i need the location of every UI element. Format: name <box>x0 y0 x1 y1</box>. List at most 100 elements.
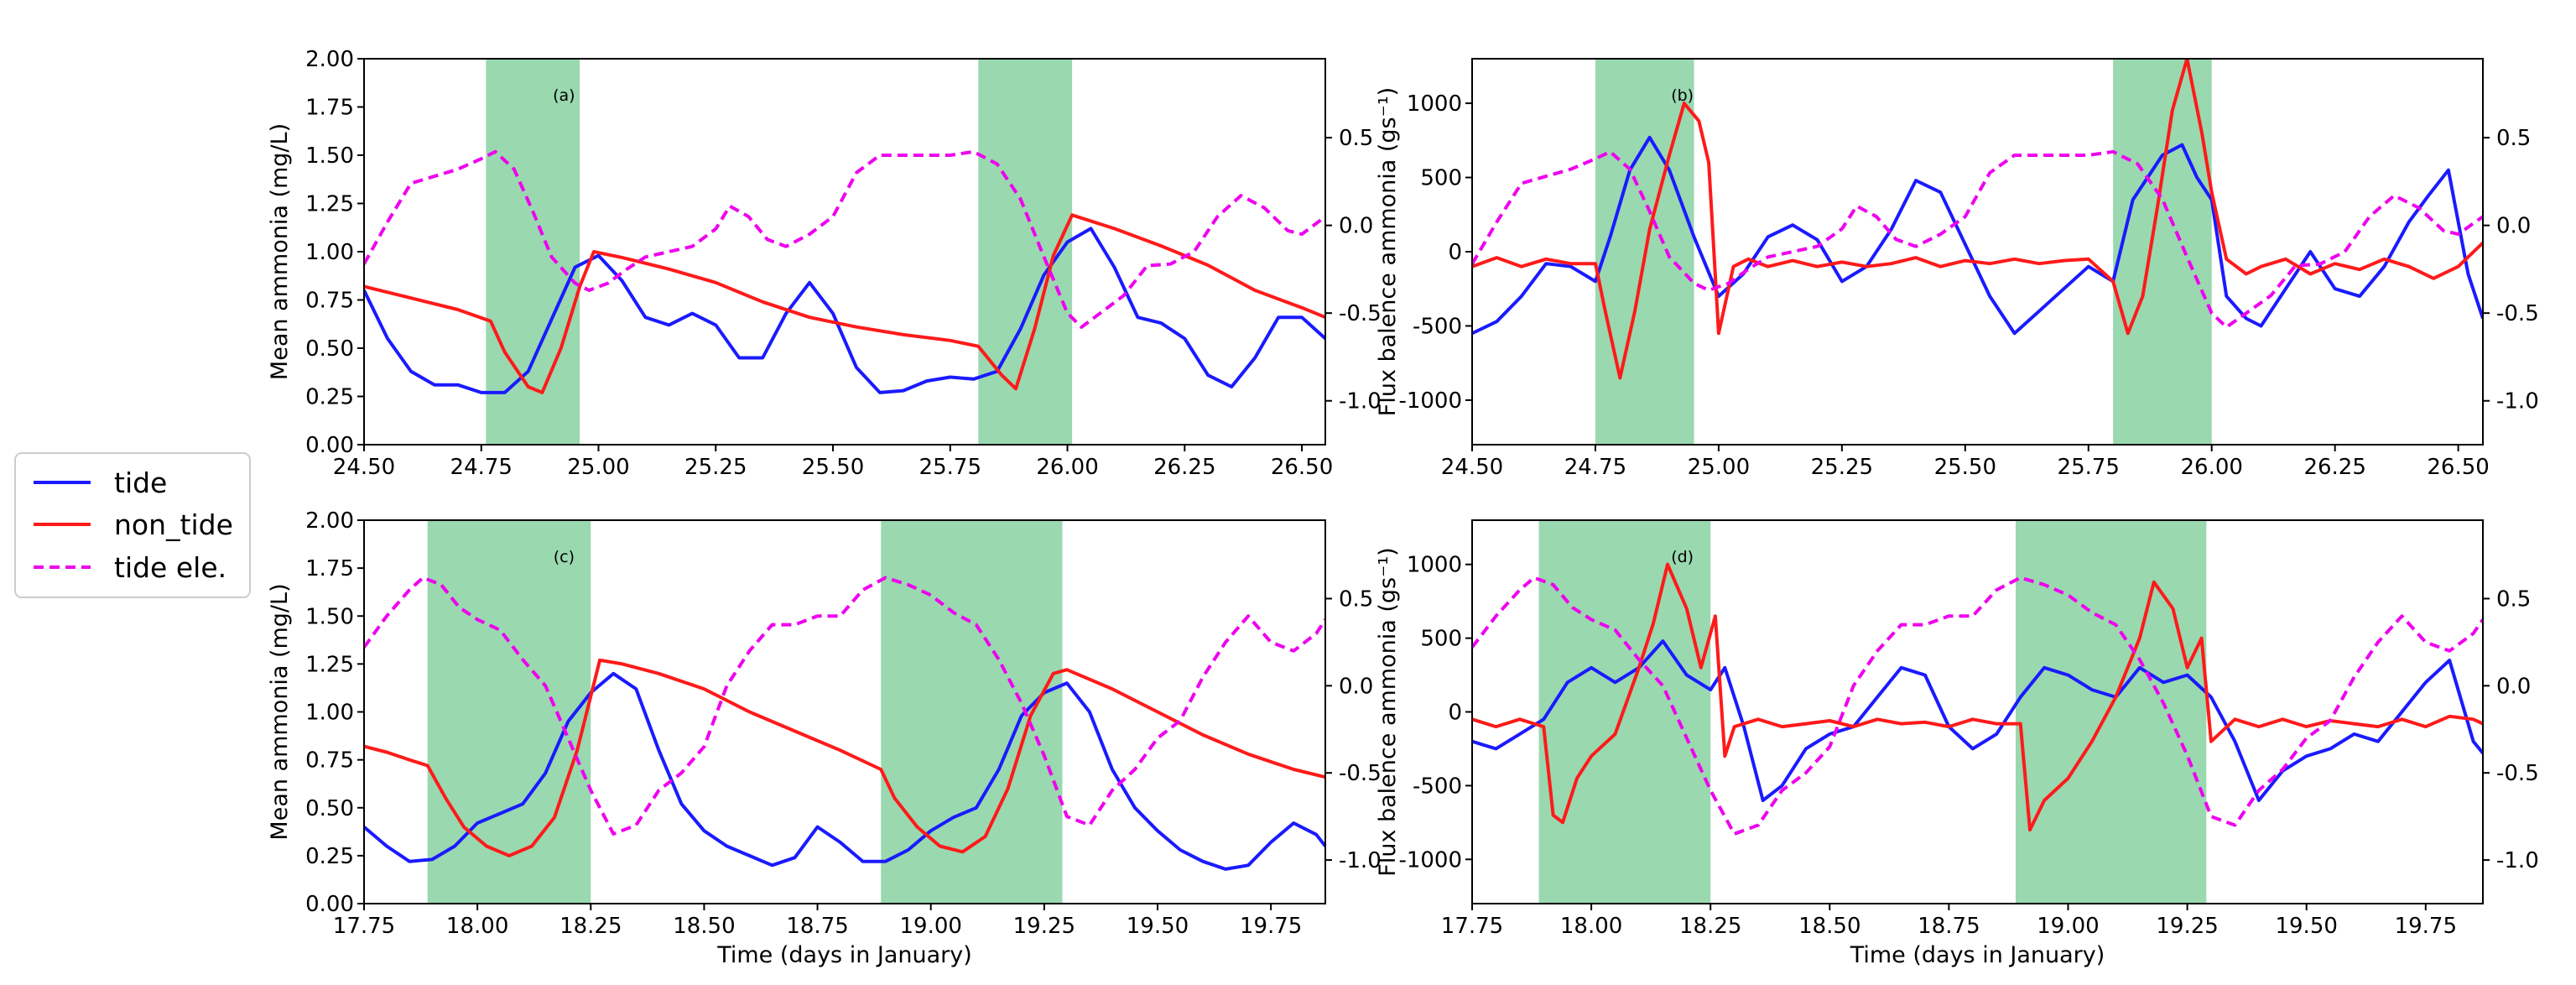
x-tick-label: 19.00 <box>899 914 961 939</box>
y2-tick-label: -1.0 <box>2496 848 2539 873</box>
y2-tick-label: 0.0 <box>2496 214 2531 239</box>
x-tick-label: 25.25 <box>684 455 747 480</box>
series-line-tide <box>1472 639 2483 802</box>
x-tick-label: 25.75 <box>919 455 981 480</box>
series-line-non-tide <box>364 658 1325 857</box>
y-tick-label: -1000 <box>1398 388 1462 414</box>
x-tick-label: 18.75 <box>1918 914 1980 939</box>
x-tick-label: 26.25 <box>1153 455 1215 480</box>
x-tick-label: 18.00 <box>1560 914 1622 939</box>
legend: tide non_tide tide ele. <box>14 452 251 598</box>
y-tick-label: 0.00 <box>305 433 354 458</box>
y-tick-label: 1.50 <box>305 604 354 629</box>
series-line-tide-ele <box>1472 149 2483 329</box>
y-tick-label: 1.25 <box>305 652 354 677</box>
x-tick-label: 26.00 <box>1036 455 1098 480</box>
y-axis-label: Flux balence ammonia (gs⁻¹) <box>1375 87 1401 416</box>
y-tick-label: 0.25 <box>305 844 354 869</box>
y-tick-label: 0 <box>1448 701 1462 726</box>
y2-tick-label: -1.0 <box>2496 389 2539 414</box>
y-tick-label: 0.25 <box>305 385 354 410</box>
series-line-non-tide <box>364 213 1325 394</box>
shaded-band-2 <box>978 59 1073 445</box>
y-tick-label: 0.75 <box>305 748 354 774</box>
x-tick-label: 19.25 <box>1013 914 1075 939</box>
x-tick-label: 18.25 <box>559 914 622 939</box>
y-tick-label: 2.00 <box>305 47 354 72</box>
y-axis-label: Flux balence ammonia (gs⁻¹) <box>1375 547 1401 876</box>
x-tick-label: 26.00 <box>2180 455 2242 480</box>
x-tick-label: 24.50 <box>1441 455 1503 480</box>
y-axis-label: Mean ammonia (mg/L) <box>267 583 293 840</box>
y2-tick-label: -1.0 <box>1339 389 1382 414</box>
x-tick-label: 19.50 <box>2275 914 2337 939</box>
x-tick-label: 17.75 <box>333 914 395 939</box>
x-tick-label: 24.75 <box>1564 455 1626 480</box>
x-tick-label: 18.00 <box>446 914 508 939</box>
y2-tick-label: 0.5 <box>2496 126 2531 151</box>
y-tick-label: -1000 <box>1398 847 1462 873</box>
panel-tag: (b) <box>1671 86 1694 105</box>
y-tick-label: 1.75 <box>305 556 354 581</box>
x-tick-label: 24.75 <box>450 455 513 480</box>
y-tick-label: 1.00 <box>305 240 354 265</box>
x-tick-label: 19.50 <box>1127 914 1189 939</box>
y2-tick-label: -0.5 <box>1339 761 1382 786</box>
y2-tick-label: 0.0 <box>1339 674 1373 699</box>
legend-label-non-tide: non_tide <box>114 508 233 541</box>
panel-a: 24.50 24.75 25.00 25.25 25.50 25.75 26.00 26.25… <box>267 47 1382 480</box>
x-tick-label: 18.50 <box>673 914 735 939</box>
y2-tick-label: -0.5 <box>2496 761 2539 786</box>
shaded-band-1 <box>427 520 591 904</box>
y-tick-label: -500 <box>1413 774 1462 799</box>
y-tick-label: -500 <box>1413 314 1462 339</box>
x-tick-label: 18.25 <box>1679 914 1741 939</box>
series-line-tide <box>364 227 1325 394</box>
y-axis-label: Mean ammonia (mg/L) <box>267 123 293 380</box>
y-tick-label: 0.50 <box>305 796 354 821</box>
y-tick-label: 500 <box>1420 166 1462 191</box>
x-tick-label: 25.00 <box>1688 455 1750 480</box>
y-tick-label: 0.75 <box>305 289 354 314</box>
y2-tick-label: 0.5 <box>1339 126 1373 151</box>
y-tick-label: 1000 <box>1407 553 1462 578</box>
series-line-non-tide <box>1472 59 2483 380</box>
panel-tag: (c) <box>554 548 575 566</box>
x-tick-label: 17.75 <box>1441 914 1503 939</box>
x-tick-label: 19.00 <box>2037 914 2099 939</box>
y-tick-label: 0.00 <box>305 892 354 917</box>
y2-tick-label: 0.0 <box>2496 674 2531 699</box>
shaded-band-1 <box>486 59 580 445</box>
x-tick-label: 19.75 <box>2395 914 2457 939</box>
x-tick-label: 25.25 <box>1811 455 1873 480</box>
series-line-non-tide <box>1472 562 2483 832</box>
x-tick-label: 19.75 <box>1240 914 1302 939</box>
x-tick-label: 25.50 <box>1934 455 1996 480</box>
legend-frame <box>14 452 251 598</box>
y2-tick-label: -0.5 <box>2496 301 2539 326</box>
series-line-tide-ele <box>364 576 1325 836</box>
panel-tag: (a) <box>553 86 575 105</box>
panel-d: 17.75 18.00 18.25 18.50 18.75 19.00 19.25 19.50… <box>1375 519 2539 968</box>
y2-tick-label: 0.0 <box>1339 214 1373 239</box>
y2-tick-label: -0.5 <box>1339 301 1382 326</box>
x-axis-label: Time (days in January) <box>1850 942 2105 968</box>
x-tick-label: 24.50 <box>333 455 395 480</box>
x-tick-label: 26.50 <box>1271 455 1333 480</box>
y-tick-label: 1.75 <box>305 96 354 121</box>
y2-tick-label: 0.5 <box>1339 586 1373 612</box>
panel-c: 17.75 18.00 18.25 18.50 18.75 19.00 19.25 19.50… <box>267 508 1382 968</box>
y-tick-label: 2.00 <box>305 508 354 534</box>
x-tick-label: 25.00 <box>567 455 629 480</box>
legend-label-tide-ele: tide ele. <box>114 551 226 584</box>
x-tick-label: 18.50 <box>1798 914 1860 939</box>
legend-label-tide: tide <box>114 466 167 499</box>
panel-b: 24.50 24.75 25.00 25.25 25.50 25.75 26.00 26.25… <box>1375 58 2539 480</box>
x-tick-label: 25.75 <box>2058 455 2120 480</box>
x-tick-label: 26.25 <box>2303 455 2365 480</box>
shaded-band-2 <box>2113 59 2212 445</box>
series-line-tide-ele <box>364 149 1325 329</box>
shaded-band-2 <box>2015 520 2207 904</box>
x-tick-label: 25.50 <box>802 455 864 480</box>
